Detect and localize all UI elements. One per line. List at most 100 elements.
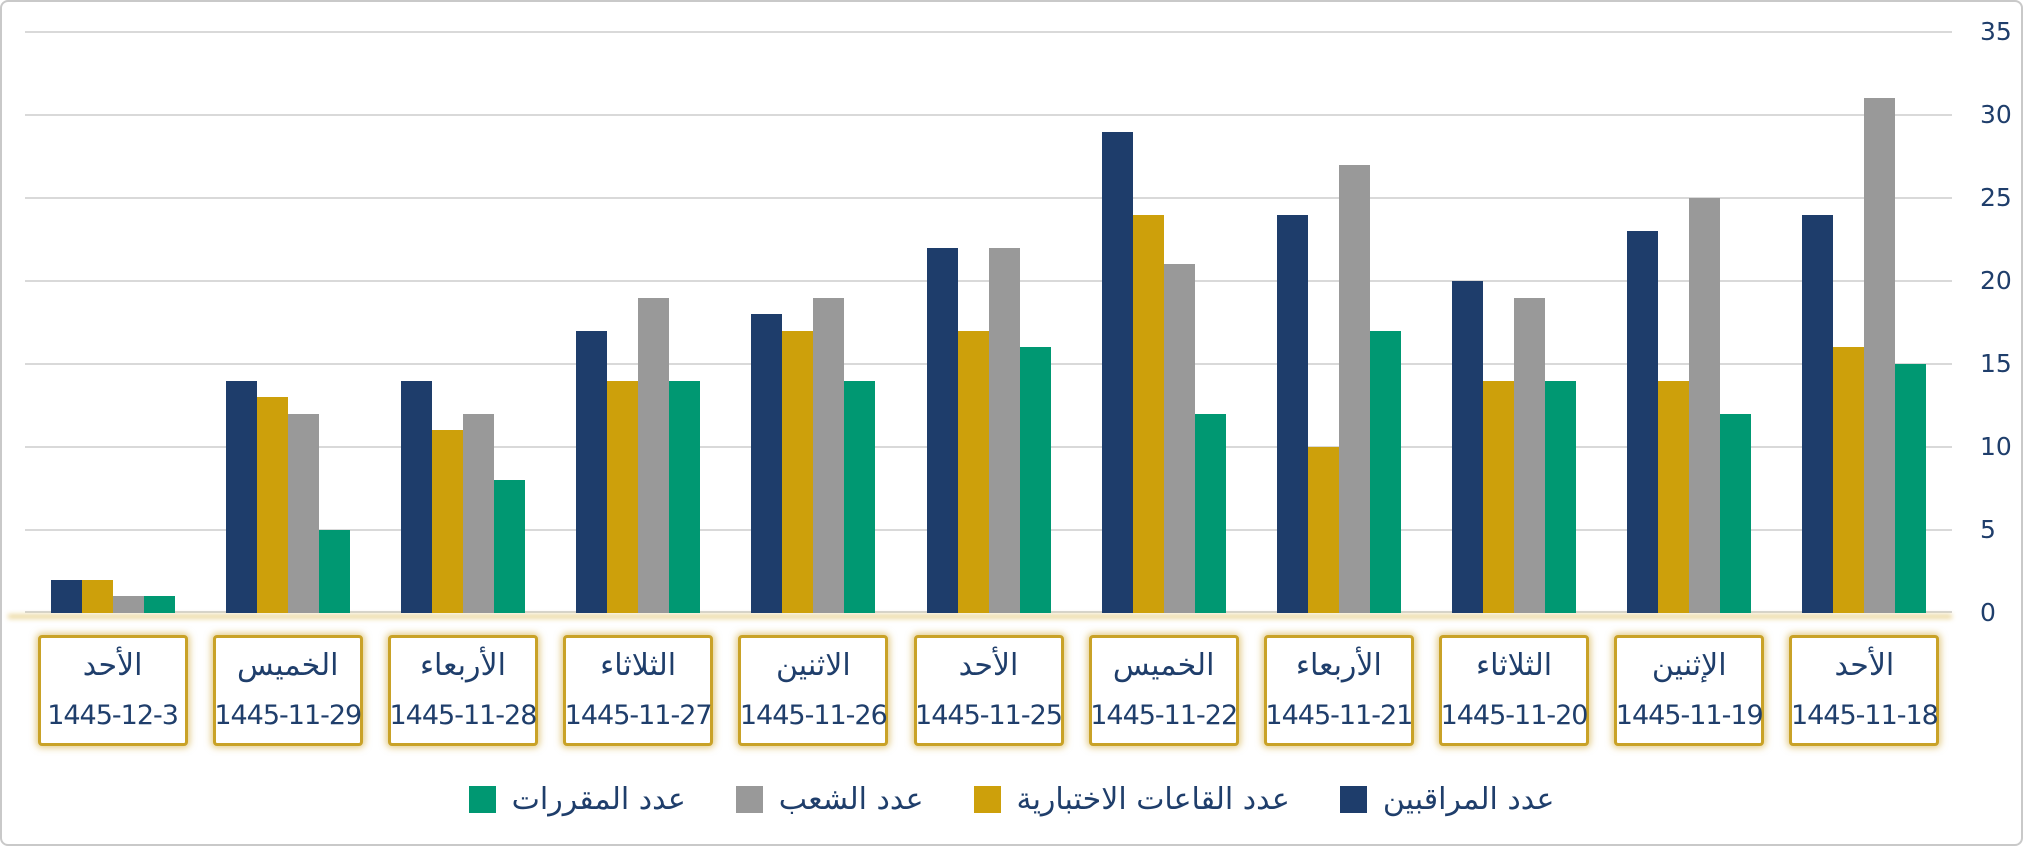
category-day-label: الأربعاء — [419, 648, 506, 683]
legend-label: عدد الشعب — [778, 781, 924, 817]
bar[interactable] — [1019, 347, 1051, 613]
legend-item[interactable]: عدد القاعات الاختبارية — [973, 781, 1290, 817]
legend-label: عدد القاعات الاختبارية — [1016, 781, 1290, 817]
category-date-label: 1445-11-27 — [564, 700, 713, 731]
category-label-box: الأربعاء 1445-11-21 — [1263, 635, 1414, 746]
legend-item[interactable]: عدد الشعب — [735, 781, 924, 817]
category-day-label: الاثنين — [775, 648, 851, 683]
bar[interactable] — [1689, 198, 1721, 613]
y-axis-tick-label: 10 — [1980, 432, 2012, 461]
bar[interactable] — [462, 413, 494, 613]
category-label-box: الخميس 1445-11-22 — [1088, 635, 1239, 746]
legend-color-swatch — [735, 785, 763, 813]
gridline — [25, 114, 1952, 116]
bar[interactable] — [669, 380, 701, 613]
bar[interactable] — [607, 380, 639, 613]
axis-baseline-glow — [8, 614, 1952, 619]
bar[interactable] — [638, 297, 670, 613]
y-axis-tick-label: 35 — [1980, 17, 2012, 46]
bar[interactable] — [431, 430, 463, 613]
y-axis-tick-label: 30 — [1980, 100, 2012, 129]
category-label-box: الأحد 1445-12-3 — [37, 635, 188, 746]
bar[interactable] — [813, 297, 845, 613]
category-label-box: الخميس 1445-11-29 — [212, 635, 363, 746]
bar[interactable] — [782, 330, 814, 613]
category-date-label: 1445-11-21 — [1265, 700, 1413, 731]
bar[interactable] — [287, 413, 319, 613]
bar[interactable] — [751, 314, 783, 613]
category-day-label: الإثنين — [1651, 648, 1727, 683]
bar[interactable] — [81, 579, 113, 613]
bar[interactable] — [256, 397, 288, 613]
bar[interactable] — [1833, 347, 1865, 613]
bar[interactable] — [50, 579, 82, 613]
category-date-label: 1445-11-26 — [739, 700, 888, 731]
bar[interactable] — [926, 247, 958, 613]
bar[interactable] — [1369, 330, 1401, 613]
legend-item[interactable]: عدد المقررات — [468, 782, 686, 817]
category-label-box: الإثنين 1445-11-19 — [1614, 635, 1765, 746]
bar[interactable] — [1895, 364, 1927, 613]
y-axis-tick-label: 20 — [1980, 266, 2012, 295]
bar[interactable] — [1101, 131, 1133, 613]
bar[interactable] — [1307, 447, 1339, 613]
bar[interactable] — [318, 530, 350, 613]
bar[interactable] — [1802, 214, 1834, 613]
bar[interactable] — [844, 380, 876, 613]
legend-color-swatch — [1339, 785, 1367, 813]
legend-label: عدد المراقبين — [1382, 781, 1555, 817]
category-label-box: الأحد 1445-11-25 — [913, 635, 1064, 746]
legend: عدد المقررات عدد الشعب عدد القاعات الاختبا… — [2, 768, 2021, 830]
y-axis-tick-label: 15 — [1980, 349, 2012, 378]
bar[interactable] — [400, 380, 432, 613]
category-label-box: الأربعاء 1445-11-28 — [387, 635, 538, 746]
legend-item[interactable]: عدد المراقبين — [1339, 781, 1555, 817]
category-label-box: الثلاثاء 1445-11-27 — [563, 635, 714, 746]
bar[interactable] — [493, 480, 525, 613]
y-axis-tick-label: 5 — [1980, 515, 1996, 544]
y-axis-tick-label: 0 — [1980, 598, 1996, 627]
bar[interactable] — [1276, 214, 1308, 613]
gridline — [25, 31, 1952, 33]
category-label-box: الاثنين 1445-11-26 — [738, 635, 889, 746]
category-date-label: 1445-11-28 — [389, 700, 538, 731]
bar[interactable] — [1658, 380, 1690, 613]
bar[interactable] — [1514, 297, 1546, 613]
category-date-label: 1445-11-20 — [1440, 700, 1589, 731]
category-date-label: 1445-11-25 — [915, 700, 1063, 731]
bar[interactable] — [988, 247, 1020, 613]
bar[interactable] — [143, 596, 175, 613]
bar[interactable] — [1452, 281, 1484, 613]
category-day-label: الأحد — [1834, 648, 1895, 683]
bar[interactable] — [1720, 413, 1752, 613]
category-date-label: 1445-12-3 — [47, 700, 179, 731]
category-label-box: الثلاثاء 1445-11-20 — [1439, 635, 1590, 746]
bar[interactable] — [112, 596, 144, 613]
category-day-label: الثلاثاء — [1476, 648, 1553, 683]
category-date-label: 1445-11-22 — [1090, 700, 1238, 731]
bar[interactable] — [1483, 380, 1515, 613]
category-date-label: 1445-11-29 — [214, 700, 362, 731]
bar[interactable] — [1194, 413, 1226, 613]
bar[interactable] — [1338, 164, 1370, 613]
bar[interactable] — [1132, 214, 1164, 613]
category-day-label: الأحد — [958, 648, 1019, 683]
bar[interactable] — [1163, 264, 1195, 613]
category-date-label: 1445-11-19 — [1615, 700, 1764, 731]
bar[interactable] — [957, 330, 989, 613]
category-day-label: الأحد — [82, 648, 143, 683]
legend-color-swatch — [973, 785, 1001, 813]
category-day-label: الخميس — [237, 648, 339, 683]
bar[interactable] — [576, 330, 608, 613]
bar[interactable] — [1864, 98, 1896, 613]
category-day-label: الأربعاء — [1295, 648, 1382, 683]
bar[interactable] — [1545, 380, 1577, 613]
legend-color-swatch — [468, 785, 496, 813]
gridline — [25, 197, 1952, 199]
bar[interactable] — [225, 380, 257, 613]
category-date-label: 1445-11-18 — [1790, 700, 1939, 731]
category-day-label: الخميس — [1112, 648, 1215, 683]
y-axis-tick-label: 25 — [1980, 183, 2012, 212]
bar[interactable] — [1627, 231, 1659, 613]
